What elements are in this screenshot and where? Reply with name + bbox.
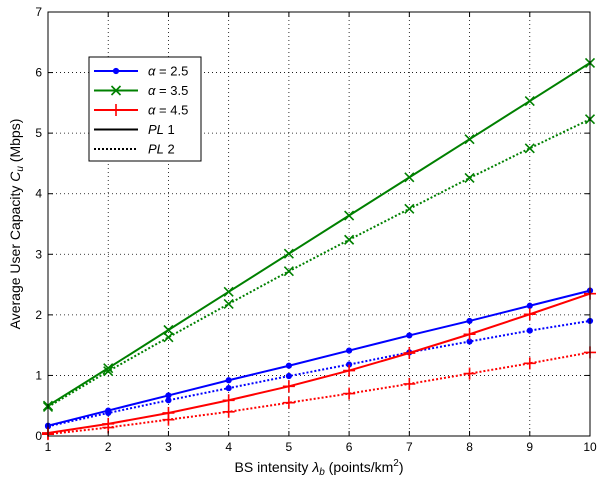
data-point-dot	[346, 347, 353, 354]
data-point-dot	[112, 67, 120, 75]
y-tick-label: 5	[35, 126, 42, 140]
x-tick-label: 5	[286, 440, 293, 454]
data-point-dot	[285, 372, 292, 380]
data-point-x	[163, 332, 174, 343]
x-tick-label: 1	[45, 440, 52, 454]
series-line	[47, 351, 591, 436]
legend-label: PL 1	[148, 122, 175, 137]
data-point-plus	[222, 394, 235, 407]
legend-item: α = 3.5	[94, 83, 188, 98]
legend-item: α = 2.5	[94, 64, 188, 79]
x-tick-label: 2	[105, 440, 112, 454]
plot-frame	[47, 11, 591, 437]
data-point-x	[223, 286, 234, 297]
data-point-dot	[526, 327, 533, 334]
data-point-dot	[406, 332, 413, 339]
series-line	[47, 62, 591, 407]
data-point-x	[103, 363, 114, 374]
y-tick-label: 7	[35, 5, 42, 19]
data-point-x	[404, 203, 415, 214]
data-point-dot	[165, 397, 172, 404]
data-point-x	[404, 172, 415, 183]
y-tick-label: 0	[35, 429, 42, 443]
data-point-plus	[463, 328, 476, 341]
legend-label: α = 2.5	[148, 64, 188, 79]
series-4	[42, 287, 596, 439]
data-point-plus	[343, 364, 356, 377]
series-line	[47, 118, 591, 408]
data-point-x	[110, 85, 122, 96]
data-point-x	[344, 210, 355, 221]
legend-item: α = 4.5	[94, 103, 188, 118]
x-axis-label: BS intensity λb (points/km2)	[235, 458, 404, 478]
data-point-x	[163, 324, 174, 336]
x-tick-label: 9	[526, 440, 533, 454]
data-point-plus	[523, 308, 536, 321]
y-tick-label: 3	[35, 247, 42, 261]
data-point-plus	[222, 405, 235, 418]
legend-label: α = 4.5	[148, 103, 188, 118]
series-3	[42, 114, 596, 412]
legend-item: PL 1	[94, 122, 175, 137]
data-point-plus	[343, 387, 356, 400]
data-point-x	[283, 266, 294, 277]
y-tick-label: 2	[35, 308, 42, 322]
data-point-x	[344, 234, 355, 245]
data-point-x	[464, 134, 475, 145]
data-point-x	[103, 366, 114, 377]
data-point-dot	[526, 302, 533, 309]
data-point-x	[524, 143, 535, 154]
x-tick-label: 6	[346, 440, 353, 454]
legend-label: PL 2	[148, 142, 175, 157]
data-point-plus	[403, 347, 416, 360]
series-line	[47, 292, 591, 434]
y-tick-label: 1	[35, 368, 42, 382]
data-point-plus	[403, 377, 416, 390]
data-point-plus	[282, 396, 295, 409]
data-point-dot	[225, 385, 232, 392]
data-point-plus	[282, 380, 295, 393]
legend: α = 2.5 α = 3.5 α = 4.5 PL 1 PL 2	[88, 56, 202, 162]
data-point-dot	[285, 362, 292, 369]
data-point-x	[464, 172, 475, 184]
y-tick-label: 6	[35, 66, 42, 80]
series-layer	[42, 57, 596, 441]
y-tick-label: 4	[35, 187, 42, 201]
x-tick-label: 7	[406, 440, 413, 454]
x-tick-label: 10	[583, 440, 597, 454]
data-point-plus	[463, 367, 476, 380]
data-point-dot	[105, 409, 112, 417]
grid-lines	[48, 12, 590, 436]
x-tick-label: 8	[466, 440, 473, 454]
legend-label: α = 3.5	[148, 83, 188, 98]
data-point-plus	[162, 413, 175, 426]
data-point-x	[223, 298, 234, 310]
data-point-plus	[523, 357, 536, 370]
x-tick-label: 3	[165, 440, 172, 454]
legend-item: PL 2	[94, 142, 175, 157]
data-point-dot	[466, 317, 473, 325]
data-point-x	[524, 95, 535, 107]
x-tick-label: 4	[225, 440, 232, 454]
series-line	[47, 289, 591, 427]
series-line	[47, 319, 591, 428]
y-axis-label: Average User Capacity Cu (Mbps)	[7, 119, 26, 330]
data-point-plus	[110, 104, 122, 116]
data-point-dot	[225, 377, 232, 384]
data-point-x	[283, 248, 294, 259]
